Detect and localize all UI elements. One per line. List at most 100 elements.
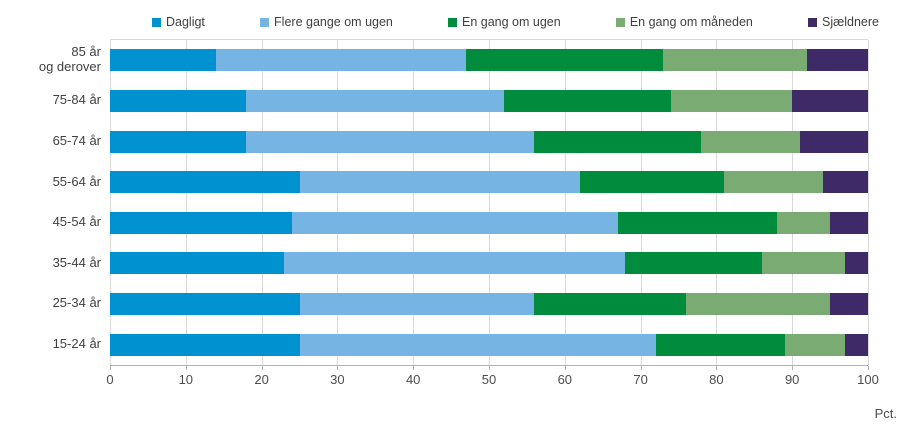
bar-segment-dagligt — [110, 293, 300, 316]
x-tick-label: 40 — [405, 372, 421, 387]
bar-segment-en-gang-om-m-neden — [701, 130, 800, 153]
bar-segment-sj-ldnere — [792, 89, 868, 112]
bar-segment-dagligt — [110, 171, 300, 194]
bar-segment-en-gang-om-ugen — [617, 211, 778, 234]
x-tick-label: 70 — [633, 372, 648, 387]
legend-label: En gang om måneden — [629, 15, 753, 29]
gridline — [792, 40, 794, 365]
stacked-bar — [110, 333, 868, 356]
gridline — [640, 40, 642, 365]
bar-segment-en-gang-om-ugen — [534, 293, 687, 316]
tick-mark — [489, 366, 490, 370]
bar-segment-flere-gange-om-ugen — [284, 252, 626, 275]
gridline — [489, 40, 490, 365]
category-label: 85 år og derover — [38, 43, 101, 75]
x-axis: 0 10 20 30 40 50 60 70 80 90 100 — [106, 366, 879, 388]
stacked-bar-chart: Dagligt Flere gange om ugen En gang om uge… — [0, 14, 905, 448]
stacked-bar — [110, 89, 868, 112]
bar-segment-en-gang-om-m-neden — [761, 252, 846, 275]
gridline — [716, 40, 718, 365]
category-label: 35-44 år — [52, 254, 101, 270]
bar-segment-dagligt — [110, 130, 247, 153]
x-tick-label: 60 — [557, 372, 573, 387]
bar-segment-flere-gange-om-ugen — [216, 49, 467, 72]
bar-segment-en-gang-om-m-neden — [723, 171, 823, 194]
legend-label: Sjældnere — [821, 15, 879, 29]
bar-row — [110, 162, 868, 203]
x-tick-label: 30 — [330, 372, 345, 387]
stacked-bar — [110, 252, 868, 275]
bar-segment-dagligt — [110, 333, 300, 356]
bar-segment-en-gang-om-ugen — [534, 130, 702, 153]
x-tick-label: 50 — [481, 372, 497, 387]
category-axis: 85 år og derover 75-84 år 65-74 år 55-64 år… — [0, 39, 101, 366]
bar-segment-en-gang-om-m-neden — [663, 49, 808, 72]
bar-segment-flere-gange-om-ugen — [299, 171, 580, 194]
bar-segment-en-gang-om-ugen — [504, 89, 671, 112]
bar-row — [110, 40, 868, 81]
stacked-bar — [110, 171, 868, 194]
bar-row — [110, 324, 868, 365]
legend-item: Flere gange om ugen — [260, 15, 393, 29]
chart-legend: Dagligt Flere gange om ugen En gang om uge… — [152, 14, 879, 30]
x-tick-label: 20 — [254, 372, 269, 387]
legend-item: Dagligt — [152, 15, 205, 29]
axis-unit-label: Pct. — [874, 406, 897, 421]
bar-segment-dagligt — [110, 252, 285, 275]
category-label: 65-74 år — [52, 132, 101, 148]
bar-segment-flere-gange-om-ugen — [291, 211, 618, 234]
tick-mark — [792, 366, 794, 370]
bar-segment-en-gang-om-ugen — [625, 252, 762, 275]
gridline — [185, 40, 187, 365]
x-tick-label: 0 — [106, 372, 114, 387]
axis-unit-row: Pct. — [0, 406, 897, 421]
bar-row — [110, 284, 868, 325]
legend-label: En gang om ugen — [462, 15, 561, 29]
legend-swatch-icon — [807, 17, 817, 27]
gridline — [261, 40, 263, 365]
bar-segment-sj-ldnere — [799, 130, 868, 153]
bar-segment-flere-gange-om-ugen — [246, 130, 535, 153]
stacked-bar — [110, 130, 868, 153]
bar-segment-dagligt — [110, 89, 247, 112]
category-label: 75-84 år — [52, 92, 101, 108]
legend-label: Flere gange om ugen — [274, 15, 393, 29]
legend-item: Sjældnere — [807, 15, 879, 29]
tick-mark — [337, 366, 339, 370]
legend-swatch-icon — [260, 17, 270, 27]
bar-segment-sj-ldnere — [845, 333, 868, 356]
gridline — [413, 40, 415, 365]
legend-item: En gang om måneden — [615, 15, 753, 29]
bar-segment-en-gang-om-m-neden — [686, 293, 831, 316]
bar-segment-dagligt — [110, 211, 292, 234]
bar-segment-sj-ldnere — [807, 49, 868, 72]
category-label: 55-64 år — [52, 173, 101, 189]
category-label: 45-54 år — [52, 214, 101, 230]
tick-mark — [868, 366, 869, 370]
bar-row — [110, 121, 868, 162]
bar-segment-flere-gange-om-ugen — [299, 333, 656, 356]
tick-mark — [564, 366, 566, 370]
tick-mark — [640, 366, 642, 370]
bar-segment-en-gang-om-ugen — [466, 49, 664, 72]
gridline — [337, 40, 339, 365]
bar-segment-flere-gange-om-ugen — [299, 293, 535, 316]
tick-mark — [185, 366, 187, 370]
legend-swatch-icon — [152, 17, 161, 27]
legend-label: Dagligt — [166, 15, 205, 29]
bar-segment-sj-ldnere — [830, 211, 868, 234]
x-tick-label: 90 — [784, 372, 800, 387]
bar-row — [110, 243, 868, 284]
bar-row — [110, 81, 868, 122]
stacked-bar — [110, 211, 868, 234]
bar-segment-sj-ldnere — [822, 171, 868, 194]
plot-wrap: 85 år og derover 75-84 år 65-74 år 55-64 år… — [0, 39, 905, 366]
category-label: 25-34 år — [52, 295, 101, 311]
bar-segment-sj-ldnere — [830, 293, 868, 316]
bar-segment-flere-gange-om-ugen — [246, 89, 505, 112]
bar-segment-en-gang-om-m-neden — [784, 333, 846, 356]
gridline — [110, 40, 111, 365]
tick-mark — [413, 366, 415, 370]
stacked-bar — [110, 49, 868, 72]
category-label: 15-24 år — [52, 336, 101, 352]
